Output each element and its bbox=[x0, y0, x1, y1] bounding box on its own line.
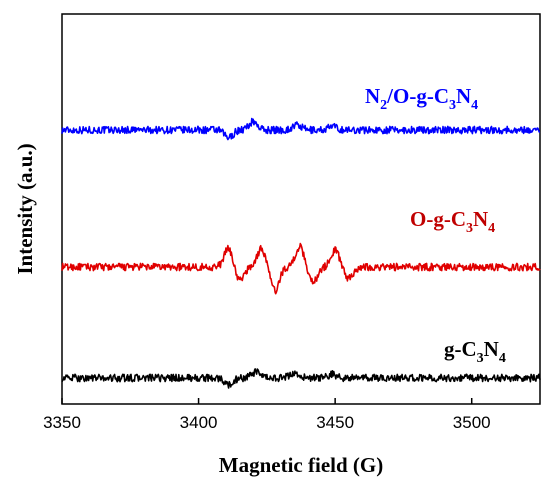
x-axis-ticks: 3350 3400 3450 3500 bbox=[43, 398, 491, 432]
plot-frame bbox=[61, 13, 541, 405]
x-tick-label: 3450 bbox=[316, 413, 354, 432]
y-axis-title: Intensity (a.u.) bbox=[13, 143, 37, 274]
x-tick-label: 3500 bbox=[453, 413, 491, 432]
series-label-2: g-C3N4 bbox=[444, 337, 506, 366]
series-labels: N2/O-g-C3N4 O-g-C3N4 g-C3N4 bbox=[365, 84, 506, 366]
series-line-1 bbox=[61, 242, 541, 295]
series-traces bbox=[61, 117, 541, 389]
x-axis-title: Magnetic field (G) bbox=[219, 453, 383, 477]
x-tick-label: 3350 bbox=[43, 413, 81, 432]
series-line-0 bbox=[61, 117, 541, 141]
series-label-0: N2/O-g-C3N4 bbox=[365, 84, 478, 113]
series-line-2 bbox=[61, 368, 541, 389]
x-tick-label: 3400 bbox=[180, 413, 218, 432]
series-label-1: O-g-C3N4 bbox=[410, 207, 495, 236]
